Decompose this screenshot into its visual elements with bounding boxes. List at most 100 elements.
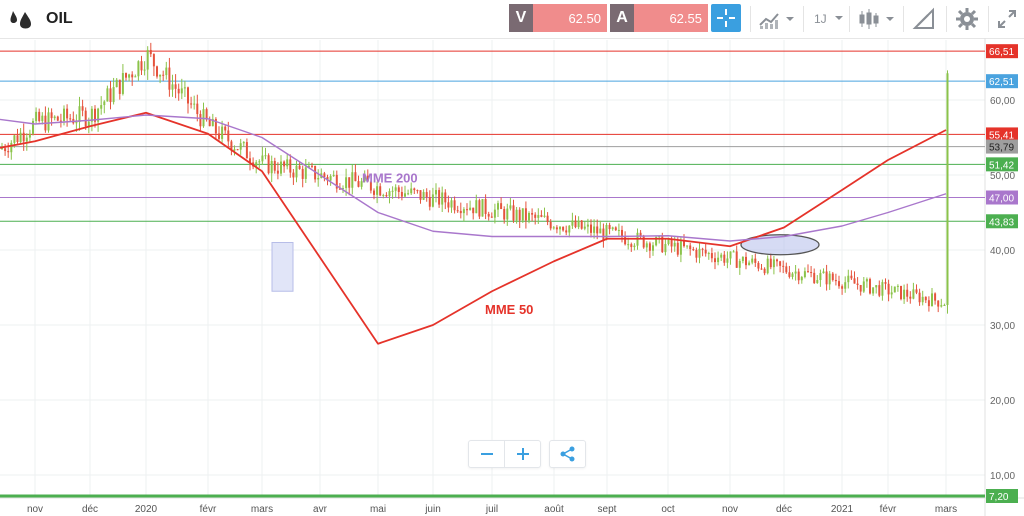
candle-body [865,279,868,282]
candle-body [25,137,28,142]
candle-body [97,108,100,122]
candle-body [221,126,224,139]
share-button[interactable] [550,441,585,467]
candle-body [940,305,943,307]
candle-body [834,279,837,282]
candle-body [887,283,890,295]
candle-body [261,155,264,162]
candle-body [621,229,623,238]
candle-body [754,258,757,263]
candle-body [497,203,499,210]
candle-body [156,66,158,77]
candle-body [109,88,112,103]
candle-body [47,112,50,131]
zoom-out-button[interactable] [469,441,504,467]
candle-body [853,278,856,284]
settings-button[interactable] [955,6,979,32]
candle-body [518,209,521,221]
x-tick-label: févr [880,504,897,515]
candle-body [785,266,788,273]
candle-body [639,232,642,236]
candle-body [701,248,704,250]
crosshair-button[interactable] [711,4,741,32]
candle-body [745,256,747,266]
candle-body [137,61,140,77]
candle-body [311,165,313,167]
candle-body [500,203,503,210]
candle-body [645,243,648,248]
candle-body [168,67,171,90]
candle-body [487,213,490,217]
candle-body [304,167,307,179]
candle-body [174,84,177,89]
candle-body [819,273,822,281]
candle-body [484,199,487,214]
candle-body [81,106,84,111]
candle-body [338,188,341,190]
x-tick-label: mai [370,504,386,515]
x-tick-label: 2021 [831,504,854,515]
candle-body [537,215,540,218]
candle-body [549,222,552,229]
interval-dropdown[interactable]: 1J [814,6,847,32]
candle-body [593,226,596,233]
mme50-label: MME 50 [485,302,533,317]
candle-body [590,224,592,233]
candle-body [884,282,887,284]
candle-body [689,245,692,250]
candle-body [56,116,59,121]
candle-body [438,190,441,205]
candle-body [407,193,410,195]
x-tick-label: oct [661,504,675,515]
candle-body [239,143,242,150]
candle-body [822,271,825,274]
candle-body [280,161,282,174]
candle-body [627,244,630,246]
candle-body [196,103,199,115]
candle-body [143,69,146,71]
candle-body [211,118,214,127]
candle-body [391,190,394,192]
candle-body [84,110,87,127]
candle-body [608,224,611,230]
sell-button[interactable]: V 62.50 [509,4,607,32]
price-level-tag [986,127,1018,142]
candle-body [686,245,689,247]
candle-body [720,254,723,258]
candle-body [704,249,707,254]
draw-tool-button[interactable] [912,6,936,32]
price-level-tag-label: 43,83 [989,217,1014,228]
candle-body [481,199,484,217]
candle-body [788,272,791,277]
candle-body [152,54,155,67]
candle-body [797,271,800,281]
candle-body [937,300,940,307]
zoom-in-button[interactable] [505,441,540,467]
price-level-tag-label: 66,51 [989,47,1014,58]
fullscreen-button[interactable] [996,6,1018,32]
candle-body [732,251,735,253]
pencil-ruler-icon [912,7,934,29]
candle-body [22,132,25,142]
candle-body [661,236,664,253]
candle-body [862,281,865,292]
candle-body [13,135,16,143]
plus-icon [516,448,529,460]
candle-body [748,262,751,266]
candle-body [317,177,320,180]
candle-body [75,122,78,124]
candle-body [140,61,143,71]
candle-body [190,103,193,105]
buy-button[interactable]: A 62.55 [610,4,708,32]
candle-body [121,73,124,94]
candle-style-dropdown[interactable] [858,6,898,32]
price-chart[interactable]: MME 200 MME 50 10,00 20,00 30,00 40,00 50,00 60… [0,38,1024,516]
candle-body [366,175,369,182]
candle-body [208,119,211,127]
candle-body [10,142,13,153]
candle-body [295,165,298,178]
chart-type-dropdown[interactable] [758,6,796,32]
buy-label: A [610,4,634,32]
candle-body [915,289,918,293]
candle-body [679,241,682,255]
